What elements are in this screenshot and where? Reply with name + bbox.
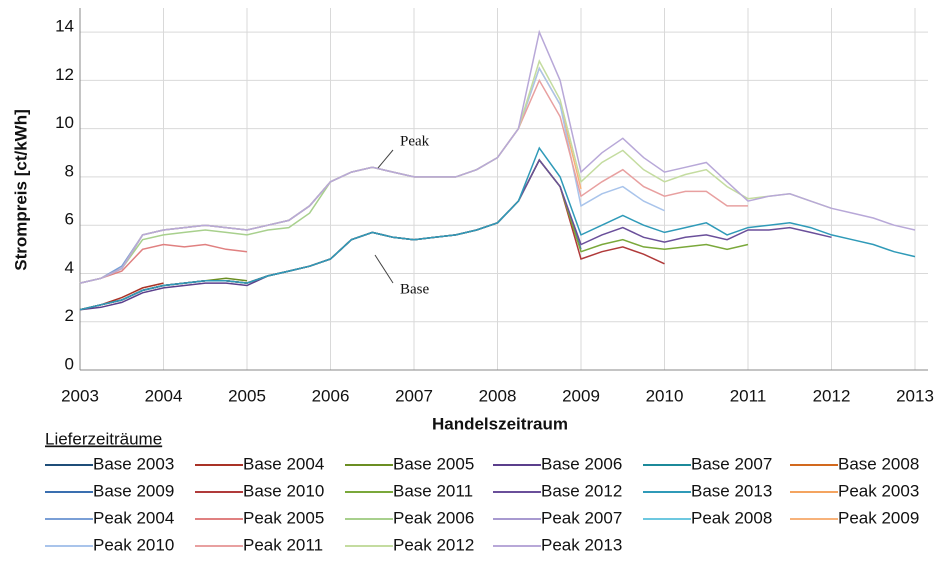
x-tick-label: 2010 <box>646 386 684 405</box>
series-line <box>79 59 832 284</box>
annotation: Base <box>400 281 430 297</box>
x-tick-label: 2013 <box>896 386 934 405</box>
x-tick-label: 2008 <box>479 386 517 405</box>
series-line <box>79 258 331 311</box>
y-tick-label: 14 <box>55 17 74 36</box>
y-tick-label: 6 <box>65 210 74 229</box>
y-tick-label: 10 <box>55 113 74 132</box>
x-axis-label: Handelszeitraum <box>432 414 568 433</box>
x-tick-label: 2003 <box>61 386 99 405</box>
legend-label: Peak 2003 <box>838 481 919 500</box>
legend-label: Base 2011 <box>393 481 473 500</box>
y-tick-label: 0 <box>65 354 74 373</box>
x-tick-label: 2005 <box>228 386 266 405</box>
legend-label: Base 2010 <box>243 481 324 500</box>
y-axis-label: Strompreis [ct/kWh] <box>11 109 30 271</box>
legend-label: Peak 2006 <box>393 508 474 527</box>
x-tick-label: 2011 <box>730 386 767 405</box>
series-line <box>79 243 248 284</box>
legend-label: Peak 2008 <box>691 508 772 527</box>
x-tick-label: 2009 <box>562 386 600 405</box>
y-tick-label: 8 <box>65 161 74 180</box>
annotation: Peak <box>400 133 430 149</box>
legend-label: Peak 2007 <box>541 508 622 527</box>
legend-label: Peak 2012 <box>393 535 474 554</box>
x-tick-label: 2006 <box>312 386 350 405</box>
legend-label: Peak 2009 <box>838 508 919 527</box>
y-tick-label: 4 <box>65 258 74 277</box>
y-tick-label: 2 <box>65 306 74 325</box>
series-line <box>79 282 164 311</box>
series-line <box>79 66 665 284</box>
legend-label: Base 2008 <box>838 454 919 473</box>
legend-label: Peak 2004 <box>93 508 174 527</box>
legend-label: Peak 2005 <box>243 508 324 527</box>
legend-title: Lieferzeiträume <box>45 429 162 448</box>
x-tick-label: 2004 <box>145 386 183 405</box>
series-line <box>79 146 916 311</box>
annotation-leader <box>374 254 394 284</box>
legend-label: Base 2005 <box>393 454 474 473</box>
legend-label: Peak 2010 <box>93 535 174 554</box>
legend-label: Base 2003 <box>93 454 174 473</box>
legend-label: Base 2013 <box>691 481 772 500</box>
x-tick-label: 2012 <box>813 386 851 405</box>
legend-label: Base 2012 <box>541 481 622 500</box>
legend-label: Base 2009 <box>93 481 174 500</box>
legend-label: Peak 2013 <box>541 535 622 554</box>
annotation-leader <box>377 149 394 169</box>
x-tick-label: 2007 <box>395 386 433 405</box>
y-tick-label: 12 <box>55 65 74 84</box>
legend-label: Base 2007 <box>691 454 772 473</box>
legend-label: Base 2006 <box>541 454 622 473</box>
legend-label: Base 2004 <box>243 454 324 473</box>
series-line <box>79 29 916 284</box>
legend-label: Peak 2011 <box>243 535 323 554</box>
